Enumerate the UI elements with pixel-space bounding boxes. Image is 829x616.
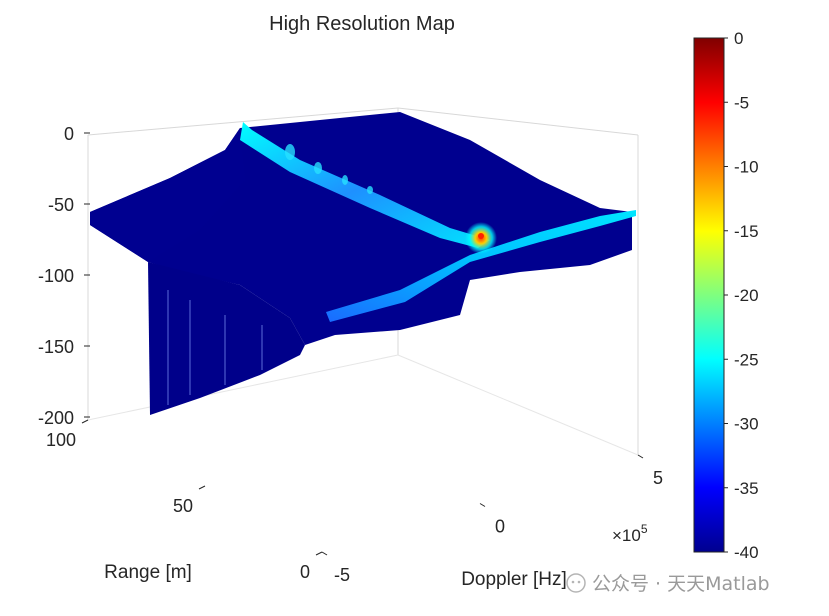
- z-tick-label: -150: [38, 337, 74, 357]
- doppler-axis-ticks: -5 0 5: [321, 454, 663, 585]
- colorbar-tick-label: -35: [734, 479, 759, 498]
- range-tick-mark: [198, 485, 206, 490]
- colorbar-tick-label: -20: [734, 286, 759, 305]
- range-tick-mark: [81, 419, 89, 424]
- colorbar-tick-label: -40: [734, 543, 759, 562]
- ridge-constant-range: [326, 210, 636, 322]
- z-axis-ticks: 0 -50 -100 -150 -200: [38, 124, 90, 428]
- z-tick-label: -50: [48, 195, 74, 215]
- colorbar-tick-label: -10: [734, 158, 759, 177]
- doppler-tick-label: 0: [495, 517, 505, 537]
- wechat-icon: [566, 573, 586, 593]
- doppler-tick-mark: [479, 503, 486, 507]
- z-tick-label: -100: [38, 266, 74, 286]
- surface-plot: [90, 112, 636, 415]
- doppler-tick-mark: [637, 454, 644, 459]
- colorbar-tick-label: -15: [734, 222, 759, 241]
- doppler-exponent-label: ×105: [612, 522, 648, 545]
- range-tick-label: 0: [300, 562, 310, 582]
- doppler-tick-label: -5: [334, 565, 350, 585]
- range-tick-label: 100: [46, 430, 76, 450]
- ridge-constant-doppler: [240, 122, 490, 248]
- colorbar-tick-label: 0: [734, 29, 743, 48]
- z-tick-label: 0: [64, 124, 74, 144]
- doppler-axis-label: Doppler [Hz]: [461, 569, 567, 590]
- chart-title: High Resolution Map: [269, 13, 455, 35]
- peak-core: [478, 233, 484, 239]
- surface-front-wall: [148, 262, 305, 415]
- ridge-ripples: [285, 144, 373, 194]
- colorbar-tick-label: -5: [734, 93, 749, 112]
- doppler-tick-label: 5: [653, 468, 663, 488]
- colorbar-ticks: 0 -5 -10 -15 -20 -25 -30 -35 -40: [724, 29, 759, 562]
- watermark: 公众号 · 天天Matlab: [566, 573, 770, 595]
- wechat-icon-dot-left: [571, 580, 575, 584]
- colorbar-tick-label: -30: [734, 415, 759, 434]
- range-tick-mark: [315, 551, 323, 556]
- watermark-text: 公众号 · 天天Matlab: [592, 573, 770, 595]
- exponent-power: 5: [641, 522, 648, 536]
- wechat-icon-dot-right: [577, 580, 581, 584]
- colorbar: 0 -5 -10 -15 -20 -25 -30 -35 -40: [693, 29, 759, 562]
- exponent-base: ×10: [612, 526, 641, 545]
- range-axis-ticks: 0 50 100: [46, 419, 323, 582]
- doppler-tick-mark: [321, 551, 328, 556]
- z-tick-label: -200: [38, 408, 74, 428]
- range-axis-label: Range [m]: [104, 562, 192, 583]
- surface-left-skirt: [90, 128, 245, 262]
- range-tick-label: 50: [173, 496, 193, 516]
- range-spikes: [167, 290, 263, 405]
- colorbar-gradient: [693, 37, 725, 553]
- colorbar-tick-label: -25: [734, 350, 759, 369]
